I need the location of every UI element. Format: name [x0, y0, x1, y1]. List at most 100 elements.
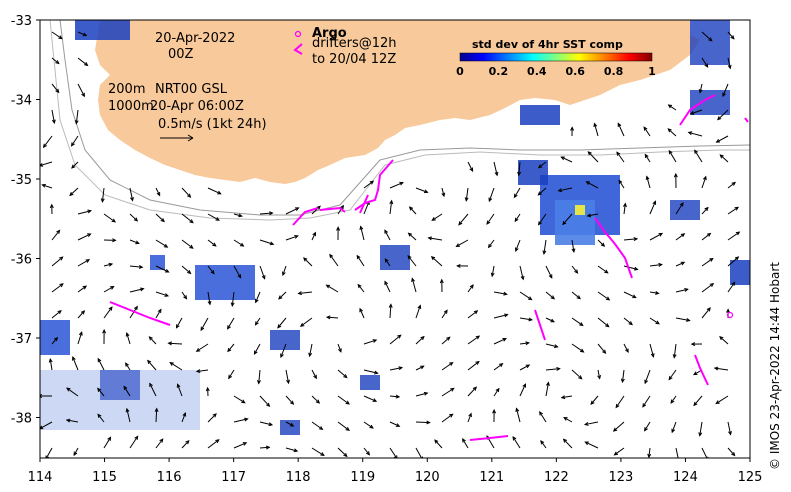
- current-arrow: [571, 265, 578, 274]
- current-arrowhead: [133, 217, 139, 222]
- current-arrowhead: [537, 221, 542, 226]
- current-arrow: [616, 151, 625, 163]
- current-arrow: [701, 307, 711, 319]
- current-arrowhead: [597, 375, 602, 380]
- current-arrow: [233, 213, 242, 217]
- current-arrow: [254, 343, 261, 355]
- current-arrow: [389, 334, 402, 345]
- current-arrowhead: [727, 64, 732, 70]
- current-arrow: [389, 447, 398, 458]
- current-arrow: [207, 439, 220, 449]
- current-arrow: [282, 265, 287, 276]
- current-arrow: [255, 317, 261, 326]
- current-arrowhead: [537, 191, 542, 196]
- current-arrow: [545, 265, 553, 279]
- current-arrowhead: [486, 220, 491, 225]
- current-arrow: [597, 265, 609, 274]
- current-arrow: [467, 161, 474, 172]
- current-vectors: [40, 31, 741, 458]
- current-arrow: [714, 367, 729, 371]
- current-arrowhead: [102, 328, 107, 334]
- current-arrowhead: [185, 439, 190, 445]
- current-arrow: [514, 213, 521, 222]
- colorbar-tick-label: 0.8: [604, 65, 624, 78]
- current-arrowhead: [200, 326, 205, 332]
- current-arrowhead: [359, 307, 363, 313]
- current-arrow: [356, 255, 365, 267]
- current-arrowhead: [492, 408, 497, 414]
- current-arrowhead: [157, 308, 162, 314]
- current-arrowhead: [241, 399, 246, 404]
- current-arrowhead: [227, 325, 231, 330]
- current-arrow: [571, 369, 583, 380]
- current-arrow: [668, 104, 677, 111]
- colorbar: [459, 52, 653, 62]
- current-arrowhead: [431, 217, 436, 221]
- current-arrow: [701, 176, 707, 189]
- current-arrowhead: [357, 283, 362, 289]
- current-arrow: [51, 283, 64, 293]
- current-arrow: [701, 283, 714, 293]
- current-arrow: [513, 187, 521, 198]
- current-arrow: [543, 239, 547, 254]
- current-arrow: [519, 364, 530, 371]
- current-arrow: [359, 308, 365, 319]
- current-arrowhead: [680, 261, 686, 266]
- current-arrowhead: [254, 298, 259, 304]
- current-arrow: [259, 421, 273, 426]
- current-arrowhead: [689, 111, 695, 115]
- current-arrowhead: [261, 275, 266, 280]
- current-arrow: [77, 332, 83, 345]
- current-arrowhead: [56, 229, 61, 234]
- current-arrow: [181, 213, 194, 224]
- current-arrow: [126, 332, 131, 345]
- current-arrowhead: [728, 430, 732, 436]
- current-arrow: [311, 395, 320, 404]
- current-arrowhead: [244, 417, 249, 422]
- current-arrow: [384, 258, 391, 267]
- current-arrowhead: [97, 413, 102, 418]
- current-arrowhead: [407, 254, 412, 260]
- current-arrowhead: [80, 310, 86, 315]
- current-arrowhead: [673, 172, 678, 178]
- current-arrow: [693, 395, 703, 406]
- current-arrowhead: [165, 268, 170, 273]
- current-arrow: [701, 31, 713, 42]
- current-arrowhead: [731, 181, 737, 186]
- current-arrow: [690, 109, 703, 115]
- current-arrow: [675, 317, 690, 321]
- current-arrow: [77, 210, 91, 215]
- current-arrow: [389, 304, 392, 319]
- current-arrow: [617, 123, 625, 137]
- current-arrow: [722, 83, 729, 97]
- current-arrowhead: [687, 131, 693, 136]
- current-arrowhead: [668, 149, 673, 155]
- current-arrow: [363, 447, 370, 456]
- lat-tick-label: -33: [11, 14, 32, 29]
- current-arrow: [103, 306, 113, 319]
- current-arrow: [103, 437, 111, 449]
- current-arrowhead: [48, 357, 53, 363]
- current-arrowhead: [340, 204, 344, 210]
- current-arrow: [415, 392, 428, 397]
- current-arrowhead: [299, 322, 305, 327]
- current-arrow: [701, 207, 709, 215]
- current-arrowhead: [268, 422, 274, 427]
- current-arrow: [231, 291, 235, 306]
- lat-tick-label: -37: [11, 332, 32, 347]
- current-arrow: [643, 126, 651, 137]
- current-arrowhead: [239, 242, 245, 247]
- current-arrowhead: [644, 379, 649, 385]
- current-arrow: [77, 83, 85, 97]
- latitude-axis: -33 -34 -35 -36 -37 -38: [11, 14, 40, 427]
- current-arrowhead: [336, 226, 341, 231]
- current-arrowhead: [149, 382, 153, 388]
- current-arrowhead: [670, 399, 675, 404]
- lon-tick-label: 120: [415, 470, 440, 485]
- current-arrowhead: [706, 307, 711, 312]
- product-label: NRT00 GSL: [155, 82, 228, 97]
- current-arrowhead: [490, 272, 495, 278]
- current-arrow: [77, 233, 91, 241]
- current-arrow: [675, 288, 688, 293]
- current-arrowhead: [55, 60, 60, 65]
